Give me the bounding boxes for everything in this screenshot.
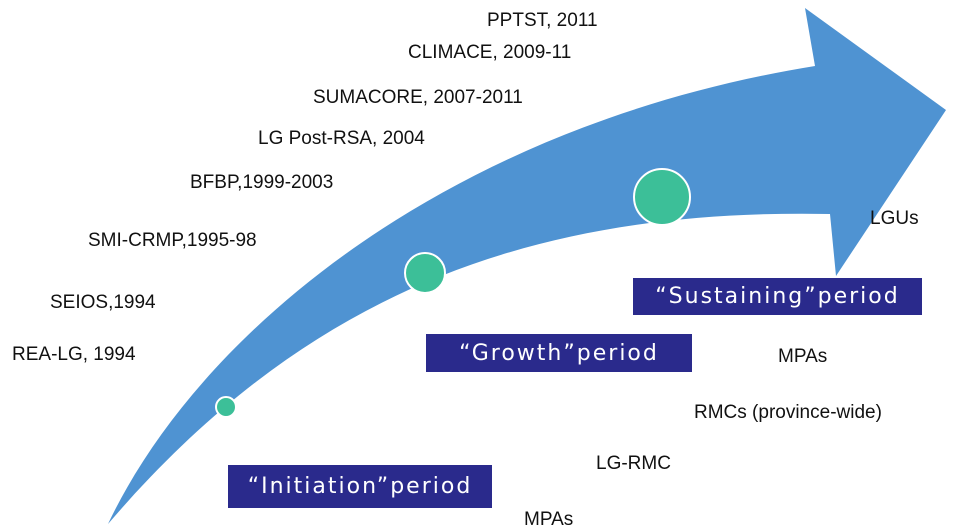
outcome-label: MPAs (524, 509, 574, 530)
program-label: LG Post-RSA, 2004 (258, 128, 425, 149)
program-label: PPTST, 2011 (487, 10, 598, 31)
program-label: REA-LG, 1994 (12, 344, 136, 365)
outcome-label: RMCs (province-wide) (694, 402, 882, 423)
growth-arrow (108, 8, 946, 524)
program-label: BFBP,1999-2003 (190, 172, 334, 193)
milestone (404, 252, 446, 294)
outcome-label: LG-RMC (596, 453, 671, 474)
program-label: CLIMACE, 2009-11 (408, 42, 572, 63)
period-label: “Growth”period (426, 334, 692, 372)
period-label: “Initiation”period (228, 465, 492, 508)
program-label: SEIOS,1994 (50, 292, 156, 313)
outcome-label: LGUs (870, 208, 919, 229)
milestone (633, 168, 691, 226)
milestone (215, 396, 237, 418)
outcome-label: MPAs (778, 346, 828, 367)
program-label: SUMACORE, 2007-2011 (313, 87, 523, 108)
period-label: “Sustaining”period (633, 278, 922, 315)
program-label: SMI-CRMP,1995-98 (88, 230, 257, 251)
